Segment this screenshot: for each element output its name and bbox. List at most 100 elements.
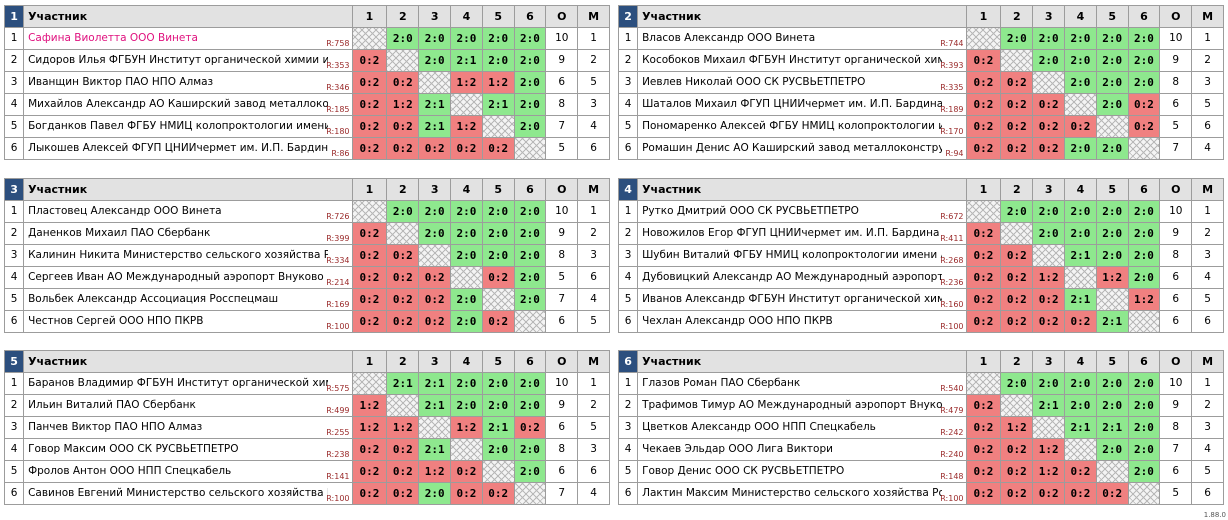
score-cell: 2:0 (1127, 244, 1161, 267)
row-number: 3 (3, 244, 25, 267)
participant-name[interactable]: Савинов Евгений Министерство сельского х… (28, 487, 328, 499)
group-number: 3 (3, 178, 25, 201)
score-cell: 2:0 (513, 222, 547, 245)
score-cell: 2:0 (513, 288, 547, 311)
participant-row: 2 Сидоров Илья ФГБУН Институт органическо… (3, 49, 610, 72)
place-cell: 6 (577, 460, 610, 483)
participant-name[interactable]: Новожилов Егор ФГУП ЦНИИчермет им. И.П. … (642, 227, 940, 239)
score-cell: 0:2 (1000, 438, 1034, 461)
participant-name[interactable]: Сергеев Иван АО Международный аэропорт В… (28, 271, 324, 283)
participant-name[interactable]: Цветков Александр ООО НПП Спецкабель (642, 421, 876, 433)
score-cell: 2:0 (513, 200, 547, 223)
version-label: 1.88.0 (1203, 511, 1226, 519)
score-cell: 1:2 (1032, 438, 1066, 461)
participant-name[interactable]: Лыкошев Алексей ФГУП ЦНИИчермет им. И.П.… (28, 142, 329, 154)
row-number: 5 (3, 115, 25, 138)
row-number: 3 (617, 71, 639, 94)
participant-name[interactable]: Иванщин Виктор ПАО НПО Алмаз (28, 76, 214, 88)
score-cell: 0:2 (386, 460, 420, 483)
score-cell: 1:2 (351, 394, 388, 417)
score-cell: 2:0 (1000, 27, 1034, 50)
score-cell: 0:2 (418, 137, 452, 160)
participant-cell: Рутко Дмитрий ООО СК РУСВЬЕТПЕТРО R:672 (637, 200, 967, 223)
place-cell: 6 (1191, 310, 1224, 333)
participant-name[interactable]: Сафина Виолетта ООО Винета (28, 32, 198, 44)
participant-name[interactable]: Честнов Сергей ООО НПО ПКРВ (28, 315, 204, 327)
score-cell: 0:2 (1095, 482, 1129, 505)
participant-name[interactable]: Власов Александр ООО Винета (642, 32, 816, 44)
participant-name[interactable]: Ромашин Денис АО Каширский завод металло… (642, 142, 942, 154)
participant-name[interactable]: Панчев Виктор ПАО НПО Алмаз (28, 421, 203, 433)
score-cell: 2:1 (1064, 416, 1097, 439)
row-number: 1 (617, 200, 639, 223)
participant-cell: Иевлев Николай ООО СК РУСВЬЕТПЕТРО R:335 (637, 71, 967, 94)
score-cell: 0:2 (450, 482, 483, 505)
participant-name[interactable]: Даненков Михаил ПАО Сбербанк (28, 227, 211, 239)
participant-name[interactable]: Рутко Дмитрий ООО СК РУСВЬЕТПЕТРО (642, 205, 859, 217)
participant-name[interactable]: Дубовицкий Александр АО Международный аэ… (642, 271, 943, 283)
group-number: 6 (617, 350, 639, 373)
score-cell: 0:2 (1000, 310, 1034, 333)
place-cell: 4 (577, 482, 610, 505)
score-cell: 2:0 (1095, 71, 1129, 94)
score-cell: 2:0 (1064, 222, 1097, 245)
participant-name[interactable]: Шубин Виталий ФГБУ НМИЦ колопроктологии … (642, 249, 942, 261)
place-cell: 1 (577, 27, 610, 50)
participant-name[interactable]: Глазов Роман ПАО Сбербанк (642, 377, 801, 389)
row-number: 5 (617, 460, 639, 483)
place-column-header: М (1191, 5, 1224, 28)
score-cell: 2:0 (450, 27, 483, 50)
participant-rating: R:758 (326, 39, 350, 48)
score-cell: 2:1 (418, 438, 452, 461)
score-cell: 2:0 (481, 244, 515, 267)
score-cell: 0:2 (1127, 93, 1161, 116)
score-cell: 2:1 (418, 394, 452, 417)
participant-name[interactable]: Чекаев Эльдар ООО Лига Виктори (642, 443, 833, 455)
points-cell: 8 (1159, 244, 1193, 267)
participant-rating: R:540 (940, 384, 964, 393)
participant-row: 6 Лыкошев Алексей ФГУП ЦНИИчермет им. И.П… (3, 137, 610, 160)
participant-name[interactable]: Пономаренко Алексей ФГБУ НМИЦ колопрокто… (642, 120, 942, 132)
score-cell: 1:2 (386, 93, 420, 116)
opponent-column-header: 3 (1032, 178, 1066, 201)
participant-name[interactable]: Говор Денис ООО СК РУСВЬЕТПЕТРО (642, 465, 845, 477)
participant-name[interactable]: Кособоков Михаил ФГБУН Институт органиче… (642, 54, 942, 66)
row-number: 1 (617, 27, 639, 50)
self-cell (386, 49, 420, 72)
participant-name[interactable]: Калинин Никита Министерство сельского хо… (28, 249, 328, 261)
participant-name[interactable]: Вольбек Александр Ассоциация Росспецмаш (28, 293, 279, 305)
participant-name[interactable]: Иванов Александр ФГБУН Институт органиче… (642, 293, 942, 305)
participant-row: 5 Фролов Антон ООО НПП Спецкабель R:141 0:2… (3, 460, 610, 483)
participant-name[interactable]: Сидоров Илья ФГБУН Институт органической… (28, 54, 328, 66)
participant-name[interactable]: Баранов Владимир ФГБУН Институт органиче… (28, 377, 328, 389)
participant-name[interactable]: Фролов Антон ООО НПП Спецкабель (28, 465, 232, 477)
participant-name[interactable]: Ильин Виталий ПАО Сбербанк (28, 399, 196, 411)
score-cell: 2:0 (1095, 93, 1129, 116)
participant-name[interactable]: Говор Максим ООО СК РУСВЬЕТПЕТРО (28, 443, 239, 455)
participant-row: 2 Новожилов Егор ФГУП ЦНИИчермет им. И.П.… (617, 222, 1224, 245)
participant-name[interactable]: Чехлан Александр ООО НПО ПКРВ (642, 315, 833, 327)
score-cell: 1:2 (1000, 416, 1034, 439)
score-cell: 2:0 (450, 310, 483, 333)
participant-name[interactable]: Михайлов Александр АО Каширский завод ме… (28, 98, 328, 110)
participant-row: 1 Баранов Владимир ФГБУН Институт органич… (3, 372, 610, 395)
row-number: 3 (3, 416, 25, 439)
participant-name[interactable]: Лактин Максим Министерство сельского хоз… (642, 487, 942, 499)
row-number: 1 (3, 27, 25, 50)
participant-rating: R:170 (940, 127, 964, 136)
participant-name[interactable]: Пластовец Александр ООО Винета (28, 205, 222, 217)
participant-name[interactable]: Трафимов Тимур АО Международный аэропорт… (642, 399, 943, 411)
participant-name[interactable]: Богданков Павел ФГБУ НМИЦ колопроктологи… (28, 120, 329, 132)
participant-name[interactable]: Иевлев Николай ООО СК РУСВЬЕТПЕТРО (642, 76, 866, 88)
score-cell: 0:2 (1064, 115, 1097, 138)
score-cell: 0:2 (965, 460, 1002, 483)
score-cell: 2:0 (1127, 222, 1161, 245)
self-cell (1095, 460, 1129, 483)
points-column-header: О (545, 178, 579, 201)
points-cell: 7 (1159, 137, 1193, 160)
score-cell: 0:2 (386, 137, 420, 160)
row-number: 4 (617, 266, 639, 289)
score-cell: 2:0 (1127, 49, 1161, 72)
participant-name[interactable]: Шаталов Михаил ФГУП ЦНИИчермет им. И.П. … (642, 98, 943, 110)
opponent-column-header: 4 (1064, 178, 1097, 201)
